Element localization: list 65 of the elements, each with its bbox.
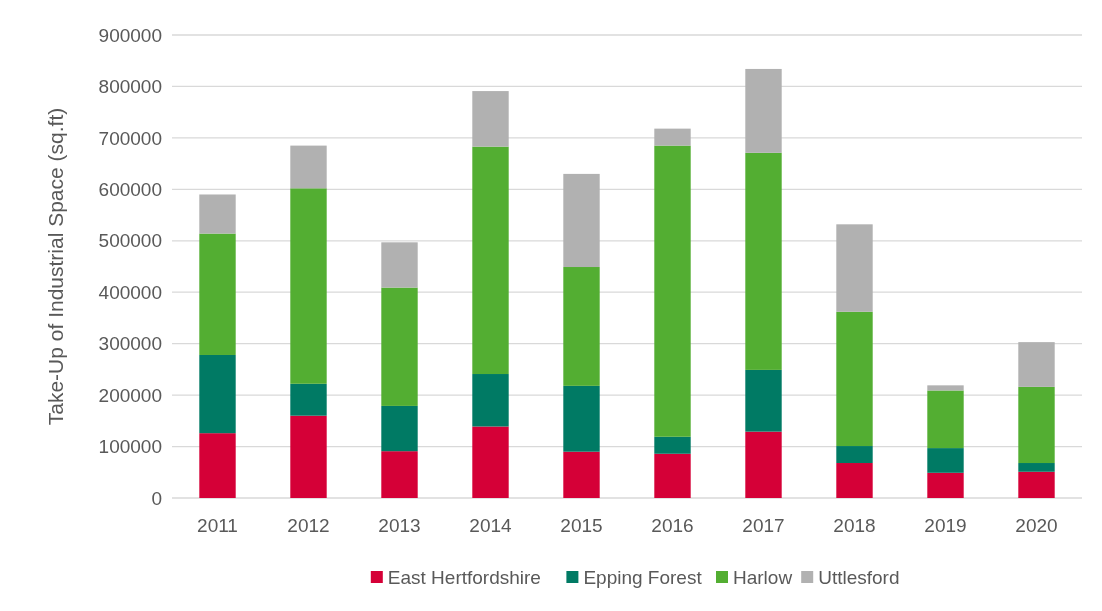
y-tick-label: 200000	[98, 384, 162, 406]
x-tick-label: 2014	[469, 515, 513, 536]
bar	[290, 415, 327, 498]
y-tick-label: 0	[151, 487, 162, 509]
bar	[381, 287, 418, 406]
bar	[563, 267, 600, 386]
x-tick-label: 2012	[287, 515, 330, 536]
bar	[836, 446, 873, 464]
bar	[290, 188, 327, 384]
bar	[927, 385, 964, 391]
bar	[472, 91, 509, 147]
bar	[1018, 342, 1055, 387]
x-tick-label: 2016	[651, 515, 694, 536]
bar	[654, 453, 691, 498]
y-tick-label: 900000	[98, 24, 162, 46]
bar	[654, 145, 691, 437]
bar	[199, 354, 236, 434]
bar	[381, 451, 418, 498]
bar	[927, 390, 964, 449]
bar	[1018, 386, 1055, 464]
y-tick-label: 600000	[98, 178, 162, 200]
y-tick-label: 700000	[98, 127, 162, 149]
bar	[745, 431, 782, 498]
bar	[290, 145, 327, 189]
x-tick-label: 2019	[924, 515, 967, 536]
bar	[654, 436, 691, 454]
bar	[836, 311, 873, 447]
bar	[836, 463, 873, 498]
x-tick-label: 2013	[378, 515, 421, 536]
x-tick-label: 2020	[1015, 515, 1058, 536]
bar	[563, 451, 600, 498]
bar	[563, 173, 600, 268]
bar	[836, 224, 873, 312]
bar	[199, 194, 236, 234]
bar	[472, 374, 509, 427]
bar	[290, 383, 327, 416]
bar	[199, 433, 236, 498]
bar	[654, 128, 691, 146]
legend-label: Uttlesford	[818, 566, 900, 588]
y-axis-title: Take-Up of Industrial Space (sq.ft)	[44, 107, 67, 426]
legend-label: Epping Forest	[583, 566, 703, 588]
y-tick-label: 100000	[98, 436, 162, 458]
bar	[927, 448, 964, 473]
bar	[1018, 463, 1055, 472]
x-tick-label: 2018	[833, 515, 876, 536]
x-tick-label: 2015	[560, 515, 603, 536]
bar	[381, 405, 418, 452]
bar	[745, 68, 782, 153]
bar	[1018, 471, 1055, 498]
bar	[381, 242, 418, 288]
bar	[563, 385, 600, 452]
y-tick-label: 500000	[98, 230, 162, 252]
bar	[927, 472, 964, 498]
y-tick-label: 800000	[98, 76, 162, 98]
bar	[745, 152, 782, 370]
bar	[199, 233, 236, 355]
x-tick-label: 2011	[197, 515, 238, 536]
bar	[472, 146, 509, 375]
legend-label: Harlow	[733, 566, 793, 588]
y-tick-label: 400000	[98, 281, 162, 303]
bar	[472, 426, 509, 498]
y-tick-label: 300000	[98, 333, 162, 355]
bar	[745, 369, 782, 432]
x-tick-label: 2017	[742, 515, 785, 536]
legend-label: East Hertfordshire	[387, 566, 541, 588]
